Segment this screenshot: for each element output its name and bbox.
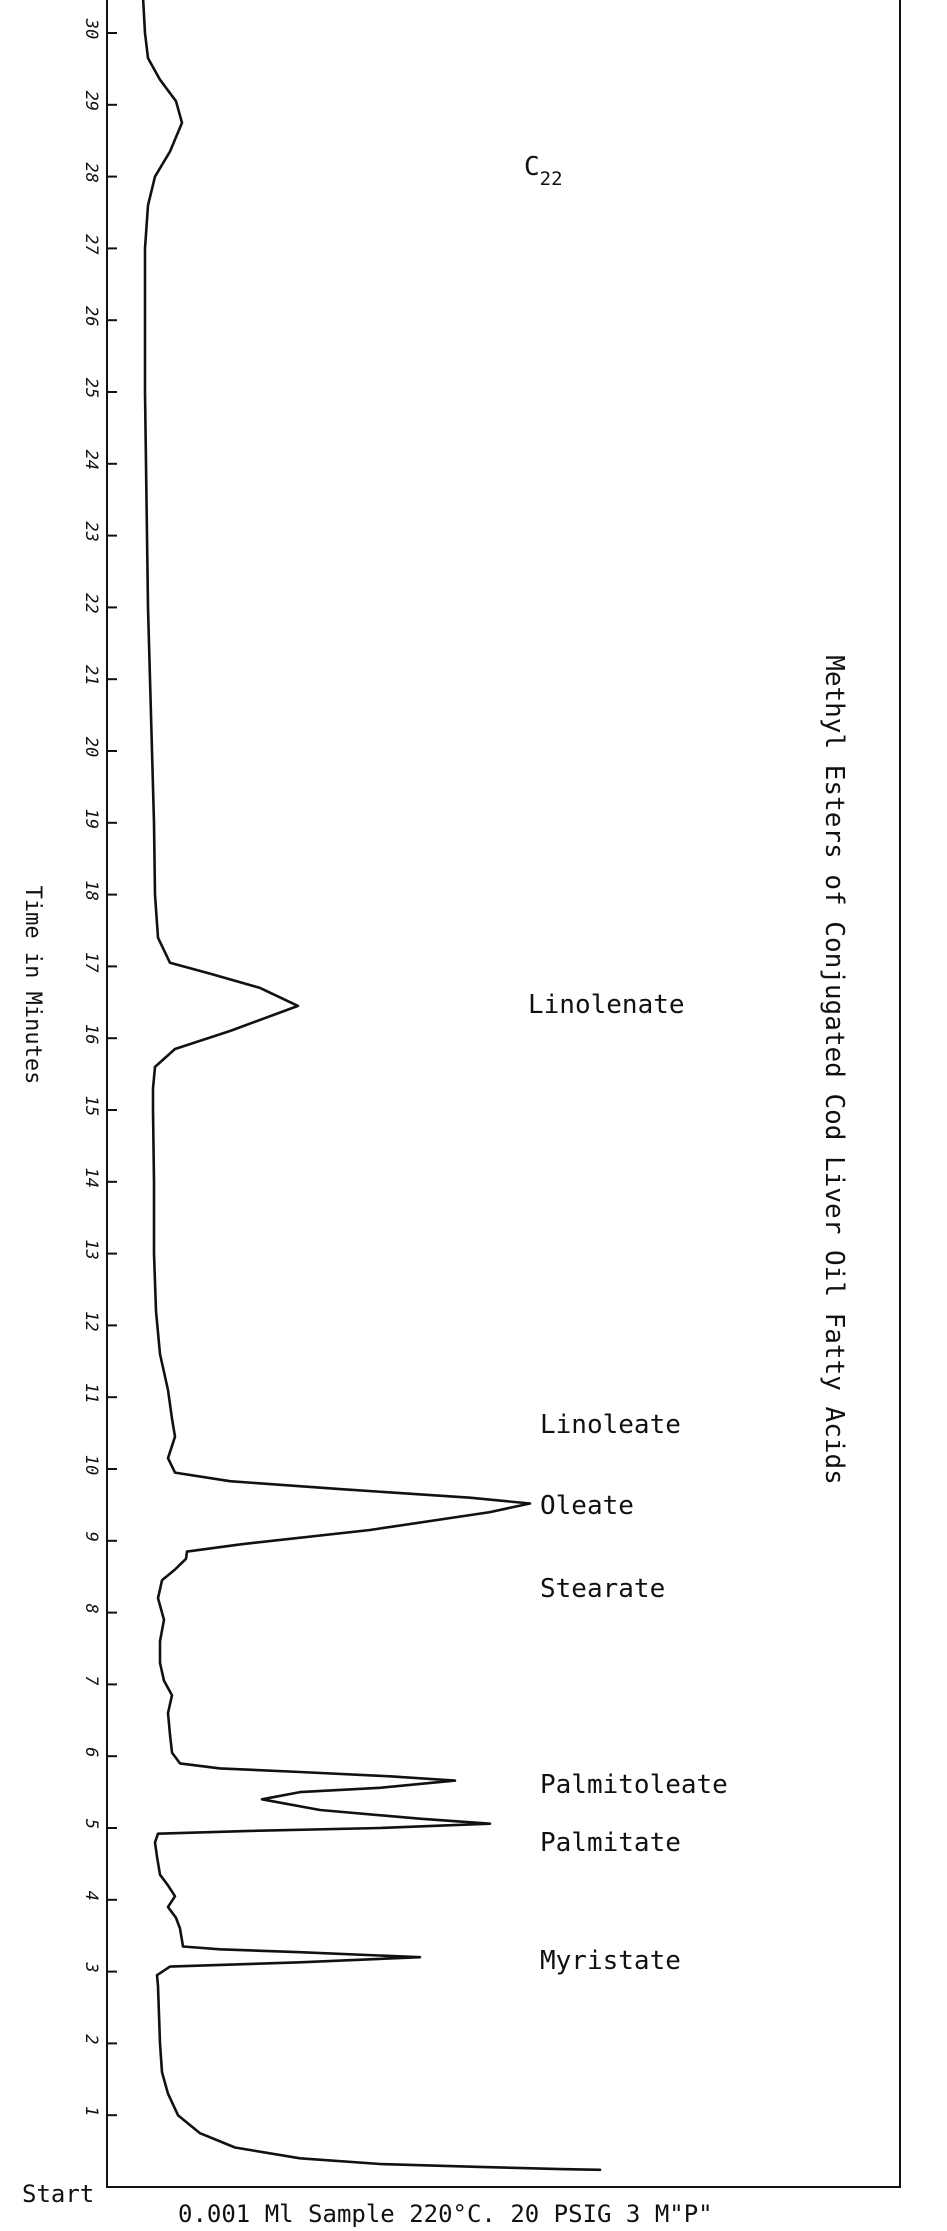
chart-frame	[106, 0, 901, 2188]
tick-label-7: 7	[81, 1675, 101, 1686]
tick-label-24: 24	[81, 450, 101, 470]
tick-label-3: 3	[81, 1961, 101, 1972]
tick-label-13: 13	[81, 1239, 101, 1259]
tick-label-30: 30	[81, 18, 101, 39]
tick-label-26: 26	[81, 306, 101, 326]
peak-label-stearate: Stearate	[540, 1574, 665, 1604]
tick-label-18: 18	[81, 880, 101, 900]
tick-label-16: 16	[81, 1024, 101, 1044]
peak-label-myristate: Myristate	[540, 1946, 681, 1976]
tick-label-25: 25	[81, 378, 101, 398]
tick-label-9: 9	[81, 1532, 101, 1542]
tick-label-23: 23	[81, 521, 101, 541]
start-label: Start	[22, 2180, 94, 2208]
peak-label-oleate: Oleate	[540, 1491, 634, 1521]
tick-label-22: 22	[81, 593, 101, 613]
tick-label-21: 21	[81, 665, 101, 685]
tick-label-4: 4	[81, 1891, 101, 1901]
tick-label-11: 11	[81, 1383, 101, 1403]
tick-label-8: 8	[81, 1603, 101, 1613]
tick-label-15: 15	[81, 1096, 101, 1116]
tick-label-20: 20	[81, 737, 101, 757]
tick-label-29: 29	[81, 91, 101, 111]
tick-label-5: 5	[81, 1819, 101, 1829]
peak-label-linoleate: Linoleate	[540, 1410, 681, 1440]
tick-label-27: 27	[81, 234, 101, 255]
chart-title: Methyl Esters of Conjugated Cod Liver Oi…	[819, 655, 849, 1485]
time-axis: 1234567891011121314151617181920212223242…	[81, 18, 117, 2116]
tick-label-1: 1	[81, 2106, 101, 2116]
peak-label-palmitoleate: Palmitoleate	[540, 1770, 728, 1800]
tick-label-10: 10	[81, 1455, 101, 1475]
footer-conditions: 0.001 Ml Sample 220°C. 20 PSIG 3 M"P"	[178, 2200, 713, 2228]
tick-label-6: 6	[81, 1747, 101, 1757]
tick-label-2: 2	[81, 2034, 101, 2044]
tick-label-14: 14	[81, 1168, 101, 1188]
peak-label-c22: C22	[524, 152, 563, 190]
tick-label-28: 28	[81, 162, 101, 182]
peak-label-palmitate: Palmitate	[540, 1828, 681, 1858]
tick-label-17: 17	[81, 952, 101, 973]
detector-trace	[141, 0, 602, 2172]
y-axis-title: Time in Minutes	[20, 886, 45, 1085]
tick-label-12: 12	[81, 1311, 101, 1331]
tick-label-19: 19	[81, 809, 101, 829]
peak-label-linolenate: Linolenate	[528, 990, 685, 1020]
